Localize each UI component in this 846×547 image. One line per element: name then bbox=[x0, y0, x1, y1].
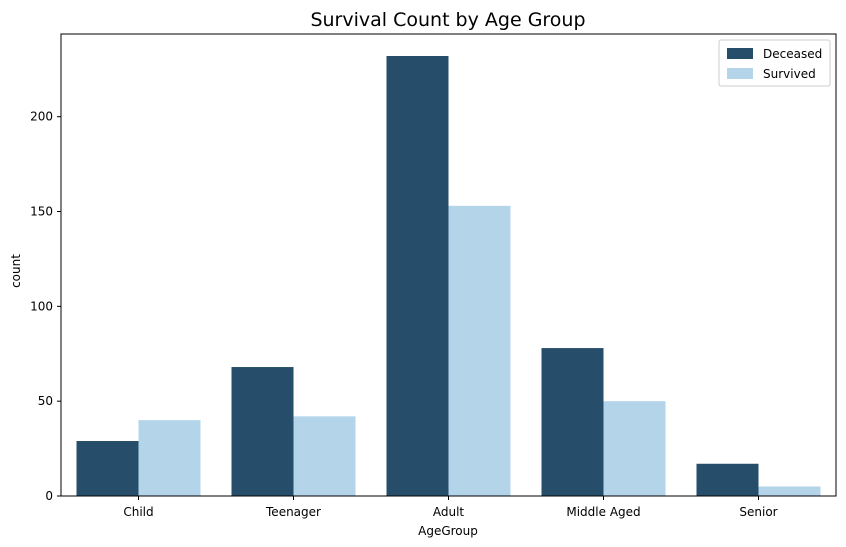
plot-area bbox=[60, 33, 837, 497]
x-tick-label: Child bbox=[123, 505, 153, 519]
legend-label-survived: Survived bbox=[763, 67, 816, 81]
x-tick-label: Adult bbox=[433, 505, 465, 519]
y-tick-label: 0 bbox=[45, 489, 53, 503]
x-tick-label: Teenager bbox=[265, 505, 321, 519]
y-tick-label: 50 bbox=[38, 394, 53, 408]
x-tick-label: Senior bbox=[739, 505, 777, 519]
y-axis: 0 50 100 150 200 bbox=[30, 110, 61, 503]
bar-survived-teenager bbox=[293, 416, 356, 496]
legend: Deceased Survived bbox=[718, 39, 831, 87]
bar-deceased-adult bbox=[386, 56, 449, 496]
y-tick-label: 100 bbox=[30, 299, 53, 313]
bar-survived-adult bbox=[448, 205, 511, 497]
x-tick-label: Middle Aged bbox=[566, 505, 640, 519]
legend-swatch-survived bbox=[727, 68, 753, 79]
bar-deceased-teenager bbox=[231, 367, 294, 496]
bar-survived-middle-aged bbox=[603, 401, 666, 496]
bar-deceased-senior bbox=[696, 463, 759, 496]
x-axis-label: AgeGroup bbox=[418, 524, 478, 538]
y-tick-label: 150 bbox=[30, 205, 53, 219]
x-axis: Child Teenager Adult Middle Aged Senior bbox=[123, 496, 778, 519]
y-axis-label: count bbox=[9, 254, 23, 288]
bar-survived-child bbox=[138, 420, 201, 496]
chart-title: Survival Count by Age Group bbox=[310, 9, 585, 31]
legend-swatch-deceased bbox=[727, 48, 753, 59]
bar-survived-senior bbox=[758, 486, 821, 496]
bar-deceased-child bbox=[76, 441, 139, 496]
legend-label-deceased: Deceased bbox=[763, 47, 822, 61]
bar-deceased-middle-aged bbox=[541, 348, 604, 496]
y-tick-label: 200 bbox=[30, 110, 53, 124]
